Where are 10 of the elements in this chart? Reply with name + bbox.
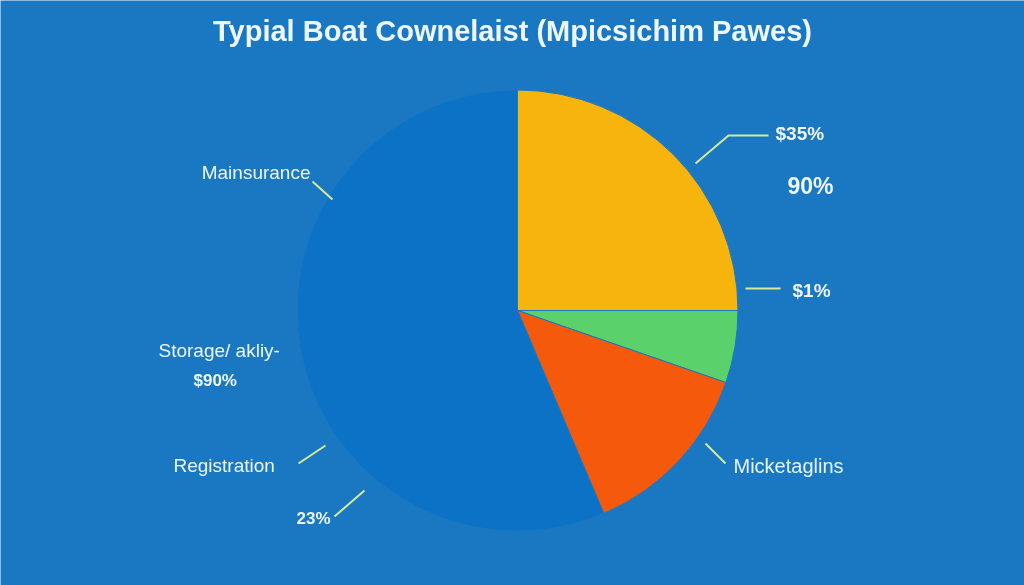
text: $1% [792,280,831,301]
text: Storage/ akliy- [158,340,280,361]
text: 90% [787,172,834,199]
text: 23% [296,509,331,528]
text: $35% [775,123,825,144]
chart-title: Typial Boat Cownelaist (Mpicsichim Pawes) [213,14,812,47]
slice-label: Micketaglins [733,454,844,477]
text: $90% [193,371,237,390]
text: Registration [173,455,275,476]
text: Mainsurance [201,162,311,183]
